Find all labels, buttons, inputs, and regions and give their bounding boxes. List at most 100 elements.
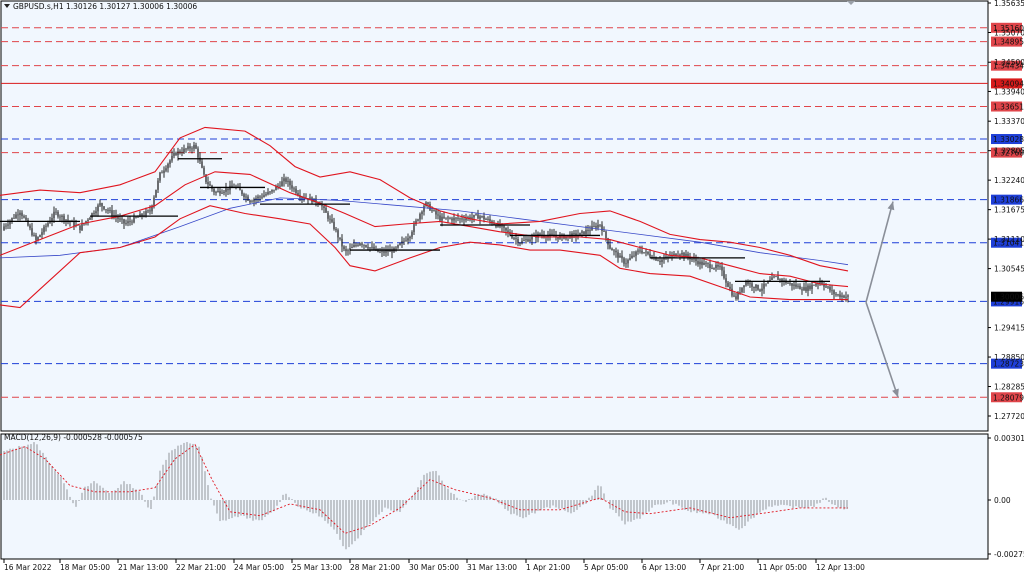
time-axis-label: 11 Apr 05:00 bbox=[758, 563, 807, 572]
candlestick-body bbox=[623, 258, 625, 264]
candlestick-body bbox=[459, 218, 461, 220]
candlestick-body bbox=[323, 206, 325, 208]
level-price-tag bbox=[991, 78, 1022, 89]
level-price-tag bbox=[991, 194, 1022, 205]
candlestick-body bbox=[681, 252, 683, 255]
candlestick-body bbox=[183, 148, 185, 153]
candlestick-body bbox=[191, 148, 193, 150]
candlestick-body bbox=[697, 261, 699, 265]
candlestick-body bbox=[841, 295, 843, 297]
candlestick-body bbox=[167, 164, 169, 169]
candlestick-body bbox=[227, 188, 229, 191]
price-axis-label: 1.34500 bbox=[994, 58, 1024, 67]
level-price-tag bbox=[991, 101, 1022, 112]
candlestick-body bbox=[245, 196, 247, 198]
candlestick-body bbox=[123, 219, 125, 224]
candlestick-body bbox=[177, 151, 179, 156]
candlestick-body bbox=[421, 211, 423, 215]
candlestick-body bbox=[741, 287, 743, 293]
candlestick-body bbox=[373, 246, 375, 250]
candlestick-body bbox=[691, 259, 693, 260]
candlestick-body bbox=[663, 258, 665, 260]
candlestick-body bbox=[7, 224, 9, 226]
candlestick-body bbox=[489, 219, 491, 222]
candlestick-body bbox=[281, 181, 283, 187]
candlestick-body bbox=[539, 233, 541, 235]
candlestick-body bbox=[285, 178, 287, 182]
candlestick-body bbox=[843, 295, 845, 298]
macd-axis-label: 0.003019 bbox=[994, 434, 1024, 443]
candlestick-body bbox=[199, 157, 201, 162]
candlestick-body bbox=[407, 238, 409, 241]
candlestick-body bbox=[279, 185, 281, 187]
candlestick-body bbox=[215, 192, 217, 193]
candlestick-body bbox=[777, 276, 779, 280]
candlestick-body bbox=[511, 235, 513, 238]
candlestick-body bbox=[179, 151, 181, 153]
candlestick-body bbox=[603, 230, 605, 232]
candlestick-body bbox=[525, 239, 527, 241]
candlestick-body bbox=[413, 224, 415, 233]
candlestick-body bbox=[725, 278, 727, 283]
candlestick-body bbox=[335, 228, 337, 231]
candlestick-body bbox=[703, 262, 705, 265]
candlestick-body bbox=[721, 266, 723, 271]
candlestick-body bbox=[441, 216, 443, 221]
candlestick-body bbox=[117, 217, 119, 219]
price-axis-label: 1.31675 bbox=[994, 206, 1024, 215]
candlestick-body bbox=[675, 253, 677, 257]
candlestick-body bbox=[615, 250, 617, 253]
candlestick-body bbox=[719, 266, 721, 268]
candlestick-body bbox=[709, 264, 711, 268]
time-axis-label: 12 Apr 13:00 bbox=[816, 563, 865, 572]
candlestick-body bbox=[333, 221, 335, 229]
candlestick-body bbox=[557, 236, 559, 239]
candlestick-body bbox=[647, 251, 649, 254]
candlestick-body bbox=[135, 216, 137, 218]
candlestick-body bbox=[53, 211, 55, 219]
candlestick-body bbox=[633, 255, 635, 257]
candlestick-body bbox=[315, 198, 317, 203]
price-axis-label: 1.32805 bbox=[994, 147, 1024, 156]
candlestick-body bbox=[457, 217, 459, 219]
candlestick-body bbox=[825, 286, 827, 288]
candlestick-body bbox=[611, 248, 613, 251]
candlestick-body bbox=[649, 253, 651, 257]
time-axis-label: 21 Mar 13:00 bbox=[118, 563, 168, 572]
candlestick-body bbox=[795, 284, 797, 287]
candlestick-body bbox=[451, 218, 453, 221]
macd-signal-line bbox=[0, 443, 848, 534]
candlestick-body bbox=[275, 186, 277, 191]
candlestick-body bbox=[347, 250, 349, 252]
candlestick-body bbox=[387, 250, 389, 252]
candlestick-body bbox=[779, 279, 781, 280]
candlestick-body bbox=[197, 148, 199, 158]
candlestick-body bbox=[515, 238, 517, 240]
candlestick-body bbox=[289, 180, 291, 186]
candlestick-body bbox=[837, 294, 839, 296]
time-axis-label: 5 Apr 05:00 bbox=[584, 563, 628, 572]
candlestick-body bbox=[169, 160, 171, 165]
candlestick-body bbox=[797, 285, 799, 287]
candlestick-body bbox=[397, 244, 399, 248]
candlestick-body bbox=[417, 219, 419, 221]
candlestick-body bbox=[813, 284, 815, 286]
candlestick-body bbox=[137, 217, 139, 218]
candlestick-body bbox=[549, 233, 551, 236]
candlestick-body bbox=[399, 243, 401, 245]
candlestick-body bbox=[85, 221, 87, 224]
candlestick-body bbox=[157, 180, 159, 190]
candlestick-body bbox=[637, 250, 639, 252]
candlestick-body bbox=[743, 285, 745, 288]
candlestick-body bbox=[355, 245, 357, 246]
candlestick-body bbox=[609, 244, 611, 249]
candlestick-body bbox=[411, 232, 413, 237]
candlestick-body bbox=[629, 258, 631, 260]
candlestick-body bbox=[735, 296, 737, 299]
candlestick-body bbox=[293, 188, 295, 190]
candlestick-body bbox=[329, 218, 331, 220]
candlestick-body bbox=[585, 230, 587, 235]
candlestick-body bbox=[767, 281, 769, 284]
candlestick-body bbox=[791, 283, 793, 286]
candlestick-body bbox=[63, 215, 65, 221]
